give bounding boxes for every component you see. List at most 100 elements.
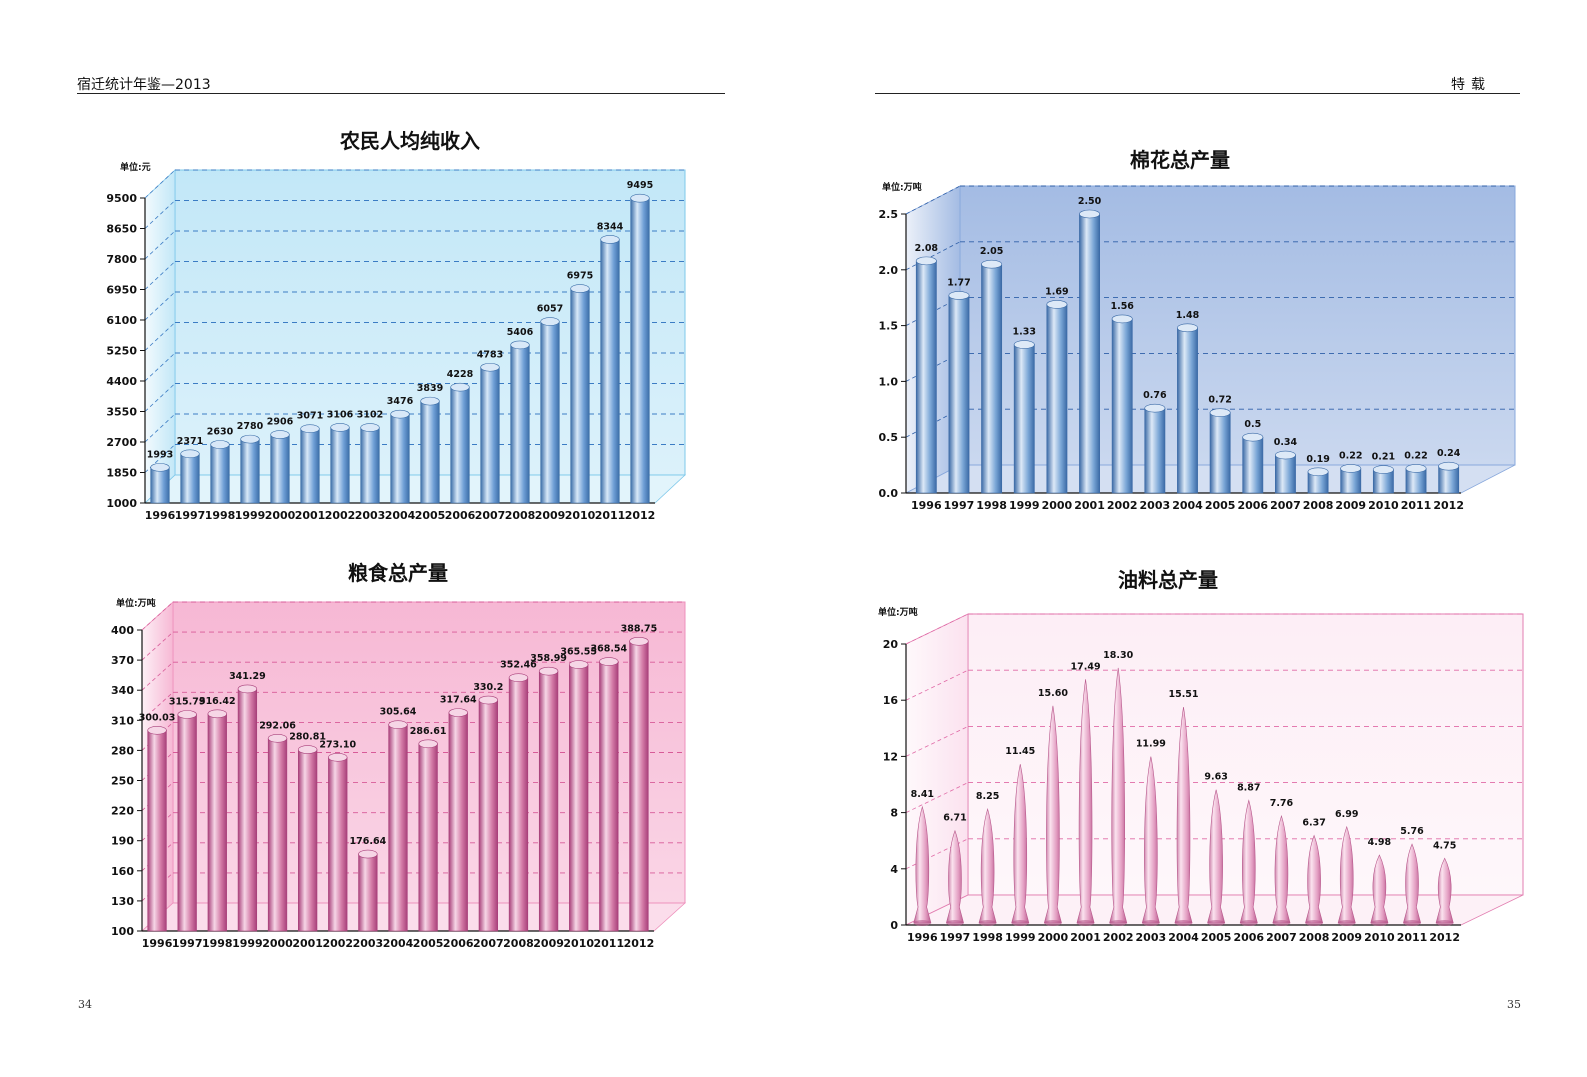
x-tick-label: 2008 <box>503 937 534 950</box>
data-label: 4.98 <box>1368 837 1392 848</box>
bar-top <box>1242 432 1264 442</box>
x-tick-label: 2004 <box>1172 499 1203 512</box>
bar-top <box>150 463 170 472</box>
x-tick-label: 1997 <box>944 499 975 512</box>
bar-top <box>420 396 440 406</box>
bar <box>569 664 589 932</box>
bar-top <box>510 340 530 350</box>
bar-top <box>1079 209 1100 219</box>
data-label: 11.45 <box>1005 746 1035 757</box>
grid-line-side <box>905 669 969 701</box>
x-tick-label: 2011 <box>1401 499 1432 512</box>
data-label: 15.51 <box>1168 689 1198 700</box>
bar-top <box>240 434 260 444</box>
x-tick-label: 2010 <box>565 509 596 522</box>
y-tick-label: 190 <box>111 835 134 848</box>
bar-base <box>1436 920 1454 926</box>
chart-title: 农民人均纯收入 <box>339 129 480 153</box>
data-label: 9495 <box>627 180 653 191</box>
x-tick-label: 2001 <box>292 937 323 950</box>
data-label: 7.76 <box>1270 798 1294 809</box>
data-label: 9.63 <box>1204 772 1227 783</box>
bar-top <box>207 709 227 719</box>
x-tick-label: 2009 <box>1331 931 1362 944</box>
y-tick-label: 2.0 <box>879 264 899 277</box>
data-label: 3106 <box>327 409 354 420</box>
data-label: 388.75 <box>621 623 658 634</box>
y-tick-label: 0 <box>890 919 898 932</box>
data-label: 5406 <box>507 327 534 338</box>
data-label: 3476 <box>387 396 414 407</box>
x-tick-label: 1997 <box>172 937 203 950</box>
bar <box>538 670 559 932</box>
page-number-right: 35 <box>1507 998 1521 1011</box>
bar-top <box>328 753 348 762</box>
bar-base <box>1240 920 1258 926</box>
bar <box>450 386 470 504</box>
x-tick-label: 2011 <box>1397 931 1428 944</box>
page-header-left: 宿迁统计年鉴—2013 <box>77 77 211 93</box>
y-tick-label: 340 <box>111 684 134 697</box>
data-label: 4783 <box>477 349 503 360</box>
x-tick-label: 2012 <box>624 937 655 950</box>
bar-base <box>1370 920 1389 926</box>
grid-line-side <box>905 613 969 645</box>
bar <box>150 467 170 504</box>
bar <box>948 295 970 494</box>
x-tick-label: 1999 <box>1009 499 1040 512</box>
data-label: 368.54 <box>590 644 627 655</box>
data-label: 3071 <box>297 411 323 422</box>
chart-title: 粮食总产量 <box>348 561 448 585</box>
data-label: 0.22 <box>1339 450 1362 461</box>
x-tick-label: 2006 <box>1237 499 1268 512</box>
chart-title: 棉花总产量 <box>1130 148 1230 172</box>
y-tick-label: 4 <box>890 863 898 876</box>
bar <box>177 714 197 932</box>
bar-top <box>1372 465 1394 474</box>
bar <box>510 344 530 504</box>
y-tick-label: 1000 <box>106 497 137 510</box>
y-tick-label: 7800 <box>106 253 137 266</box>
grid-line-side <box>905 241 961 271</box>
bar-top <box>1275 450 1296 460</box>
x-tick-label: 2004 <box>383 937 414 950</box>
bar-base <box>1011 920 1029 926</box>
bar <box>300 428 320 504</box>
x-tick-label: 2003 <box>1136 931 1167 944</box>
y-tick-label: 12 <box>883 750 898 763</box>
bar-top <box>450 382 470 392</box>
data-label: 18.30 <box>1103 650 1133 661</box>
bar-top <box>538 666 559 676</box>
x-tick-label: 2004 <box>385 509 416 522</box>
bar <box>448 712 468 932</box>
x-tick-label: 2010 <box>563 937 594 950</box>
x-tick-label: 2007 <box>473 937 504 950</box>
bar <box>629 640 649 932</box>
unit-label: 单位:万吨 <box>878 606 918 618</box>
data-label: 2371 <box>177 436 203 447</box>
data-label: 176.64 <box>350 836 387 847</box>
y-tick-label: 310 <box>111 714 134 727</box>
y-tick-label: 3550 <box>106 406 137 419</box>
data-label: 0.76 <box>1143 390 1167 401</box>
y-tick-label: 8 <box>890 807 898 820</box>
x-tick-label: 2000 <box>262 937 293 950</box>
y-tick-label: 370 <box>111 654 134 667</box>
bar-top <box>358 849 378 859</box>
data-label: 2630 <box>207 427 234 438</box>
bar-top <box>599 657 619 666</box>
bar <box>240 438 260 504</box>
x-tick-label: 2012 <box>625 509 656 522</box>
bar-base <box>1272 920 1291 926</box>
x-tick-label: 2009 <box>533 937 564 950</box>
bar-base <box>1174 920 1193 926</box>
bar <box>981 263 1003 494</box>
bar-top <box>298 745 318 754</box>
bar <box>360 427 380 504</box>
y-tick-label: 6100 <box>106 314 137 327</box>
data-label: 3839 <box>417 383 443 394</box>
bar-top <box>270 430 290 439</box>
x-tick-label: 1998 <box>202 937 233 950</box>
data-label: 2.08 <box>915 243 939 254</box>
bar-top <box>569 660 589 669</box>
